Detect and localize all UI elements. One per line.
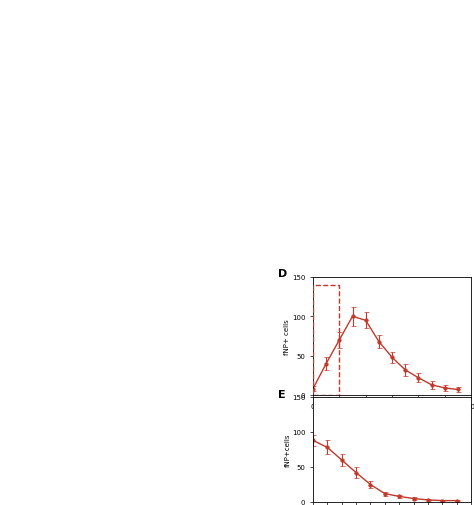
X-axis label: Distance to Ki67+ cells (μm): Distance to Ki67+ cells (μm) [342,412,442,418]
Text: D: D [278,268,288,278]
Bar [313,285,339,395]
Text: E: E [278,389,286,399]
Y-axis label: fNP+ cells: fNP+ cells [284,319,291,354]
Y-axis label: fNP+cells: fNP+cells [284,433,291,466]
